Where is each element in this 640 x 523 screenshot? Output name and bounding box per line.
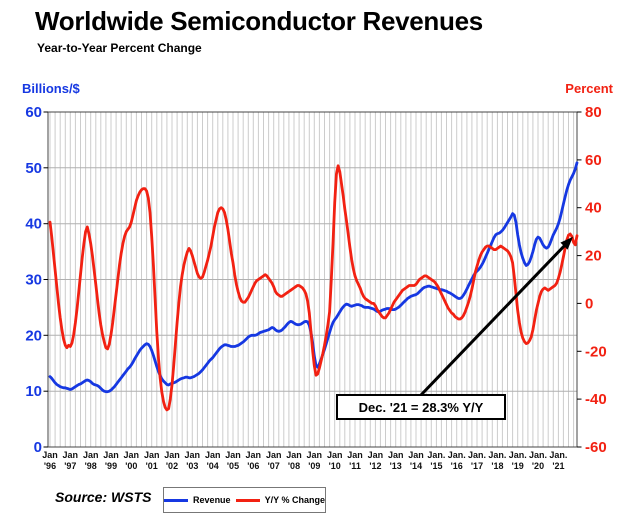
right-axis-unit-label: Percent xyxy=(565,81,613,96)
x-tick-month-label: Jan xyxy=(164,450,180,460)
left-axis-tick-label: 40 xyxy=(25,216,42,233)
x-tick-month-label: Jan. xyxy=(448,450,466,460)
x-tick-year-label: '02 xyxy=(166,461,178,471)
right-axis-ticks: 80 60 40 20 0 -20 -40 -60 xyxy=(577,104,607,456)
x-tick-year-label: '09 xyxy=(308,461,320,471)
x-tick-month-label: Jan xyxy=(225,450,241,460)
x-tick-month-label: Jan. xyxy=(509,450,527,460)
x-tick-year-label: '97 xyxy=(64,461,76,471)
yoy-line-swatch xyxy=(235,498,260,502)
x-tick-year-label: '19 xyxy=(512,461,524,471)
x-tick-month-label: Jan xyxy=(266,450,282,460)
legend-label-revenue: Revenue xyxy=(193,495,231,505)
right-axis-tick-label: -60 xyxy=(585,439,607,456)
x-tick-month-label: Jan xyxy=(124,450,140,460)
x-tick-year-label: '98 xyxy=(85,461,97,471)
x-tick-month-label: Jan xyxy=(368,450,384,460)
left-axis-tick-label: 50 xyxy=(25,160,42,177)
right-axis-tick-label: -40 xyxy=(585,391,607,408)
right-axis-tick-label: 0 xyxy=(585,295,593,312)
x-tick-month-label: Jan xyxy=(83,450,99,460)
x-tick-year-label: '15 xyxy=(430,461,442,471)
x-tick-year-label: '20 xyxy=(532,461,544,471)
left-axis-tick-label: 60 xyxy=(25,104,42,121)
x-tick-year-label: '00 xyxy=(125,461,137,471)
x-tick-month-label: Jan xyxy=(286,450,302,460)
x-tick-year-label: '06 xyxy=(247,461,259,471)
yoy-change-line xyxy=(48,164,579,412)
x-tick-year-label: '96 xyxy=(44,461,56,471)
legend-label-yoy: Y/Y % Change xyxy=(264,495,325,505)
x-tick-month-label: Jan. xyxy=(549,450,567,460)
x-tick-year-label: '08 xyxy=(288,461,300,471)
x-tick-month-label: Jan xyxy=(327,450,343,460)
x-tick-month-label: Jan xyxy=(246,450,262,460)
left-axis-ticks: 60 50 40 30 20 10 0 xyxy=(25,104,48,456)
annotation-arrow xyxy=(419,236,573,397)
source-note: Source: WSTS xyxy=(55,489,152,505)
x-tick-month-label: Jan xyxy=(307,450,323,460)
x-tick-month-label: Jan. xyxy=(529,450,547,460)
x-tick-year-label: '03 xyxy=(186,461,198,471)
left-axis-tick-label: 10 xyxy=(25,383,42,400)
x-tick-year-label: '12 xyxy=(369,461,381,471)
right-axis-tick-label: 60 xyxy=(585,152,602,169)
x-tick-year-label: '05 xyxy=(227,461,239,471)
x-tick-month-label: Jan xyxy=(408,450,424,460)
left-axis-tick-label: 30 xyxy=(25,272,42,289)
chart-subtitle: Year-to-Year Percent Change xyxy=(37,41,202,55)
legend-box: Revenue Y/Y % Change xyxy=(163,487,326,513)
x-tick-year-label: '01 xyxy=(146,461,158,471)
x-tick-year-label: '18 xyxy=(491,461,503,471)
x-tick-month-label: Jan xyxy=(205,450,221,460)
x-tick-month-label: Jan. xyxy=(468,450,486,460)
x-tick-month-label: Jan xyxy=(185,450,201,460)
right-axis-tick-label: 80 xyxy=(585,104,602,121)
x-tick-year-label: '21 xyxy=(552,461,564,471)
x-tick-month-label: Jan xyxy=(42,450,58,460)
x-tick-year-label: '16 xyxy=(451,461,463,471)
revenue-line-swatch xyxy=(164,498,189,502)
left-axis-unit-label: Billions/$ xyxy=(22,81,80,96)
right-axis-tick-label: 20 xyxy=(585,248,602,265)
x-tick-month-label: Jan xyxy=(63,450,79,460)
right-axis-tick-label: 40 xyxy=(585,200,602,217)
left-axis-tick-label: 20 xyxy=(25,327,42,344)
x-tick-year-label: '10 xyxy=(329,461,341,471)
x-tick-month-label: Jan. xyxy=(488,450,506,460)
x-tick-year-label: '11 xyxy=(349,461,361,471)
x-tick-year-label: '99 xyxy=(105,461,117,471)
left-axis-tick-label: 0 xyxy=(34,439,42,456)
x-tick-month-label: Jan xyxy=(347,450,363,460)
x-tick-month-label: Jan xyxy=(388,450,404,460)
x-tick-month-label: Jan xyxy=(103,450,119,460)
x-tick-year-label: '04 xyxy=(207,461,219,471)
x-tick-month-label: Jan xyxy=(144,450,160,460)
x-tick-year-label: '07 xyxy=(268,461,280,471)
x-axis-tick-labels: Jan'96Jan'97Jan'98Jan'99Jan'00Jan'01Jan'… xyxy=(42,450,567,471)
right-axis-tick-label: -20 xyxy=(585,343,607,360)
x-tick-month-label: Jan. xyxy=(427,450,445,460)
x-tick-year-label: '14 xyxy=(410,461,422,471)
x-tick-year-label: '17 xyxy=(471,461,483,471)
chart-title: Worldwide Semiconductor Revenues xyxy=(35,6,483,36)
annotation-callout: Dec. '21 = 28.3% Y/Y xyxy=(336,394,506,420)
x-tick-year-label: '13 xyxy=(390,461,402,471)
